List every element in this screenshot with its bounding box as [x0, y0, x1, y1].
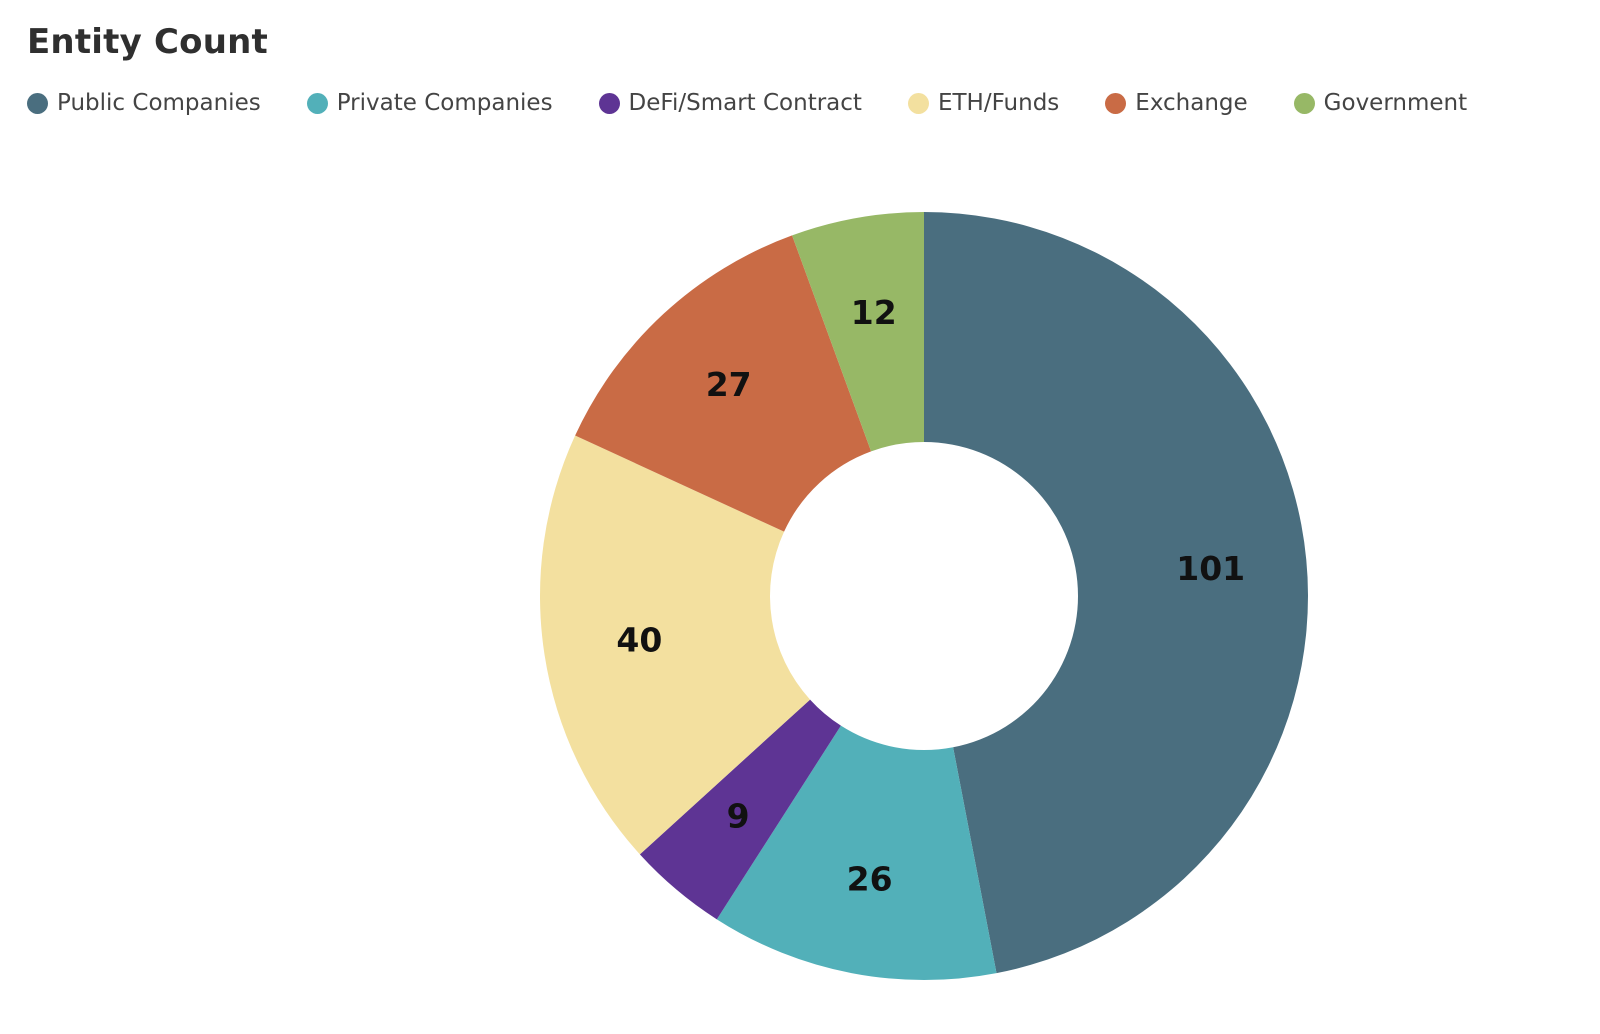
legend-item[interactable]: Public Companies — [27, 90, 261, 116]
legend-label: ETH/Funds — [937, 90, 1060, 116]
chart-title: Entity Count — [27, 22, 268, 62]
pie-slice[interactable] — [539, 435, 811, 855]
legend-label: Government — [1323, 90, 1468, 116]
legend-swatch — [306, 92, 328, 114]
pie-slice[interactable] — [575, 235, 872, 532]
legend-item[interactable]: Exchange — [1105, 90, 1248, 116]
legend-swatch — [1293, 92, 1315, 114]
slice-value-label: 40 — [616, 621, 662, 660]
legend-label: Public Companies — [57, 90, 261, 116]
pie-slice[interactable] — [924, 212, 1309, 974]
legend-swatch — [598, 92, 620, 114]
legend-label: Private Companies — [336, 90, 553, 116]
pie-slice[interactable] — [716, 725, 997, 981]
chart-legend: Public Companies Private Companies DeFi/Sm… — [27, 90, 1467, 116]
slice-value-label: 26 — [847, 859, 893, 898]
legend-item[interactable]: ETH/Funds — [907, 90, 1060, 116]
pie-slice[interactable] — [792, 212, 924, 452]
slice-value-label: 12 — [851, 293, 897, 332]
legend-swatch — [907, 92, 929, 114]
slice-value-label: 101 — [1176, 549, 1245, 588]
legend-item[interactable]: Government — [1293, 90, 1468, 116]
legend-item[interactable]: DeFi/Smart Contract — [598, 90, 862, 116]
legend-swatch — [27, 92, 48, 114]
legend-label: Exchange — [1135, 90, 1248, 116]
legend-label: DeFi/Smart Contract — [628, 90, 862, 116]
slice-value-label: 27 — [706, 365, 752, 404]
legend-item[interactable]: Private Companies — [306, 90, 553, 116]
slice-value-label: 9 — [727, 797, 750, 836]
legend-swatch — [1105, 92, 1127, 114]
pie-slice[interactable] — [639, 699, 841, 920]
